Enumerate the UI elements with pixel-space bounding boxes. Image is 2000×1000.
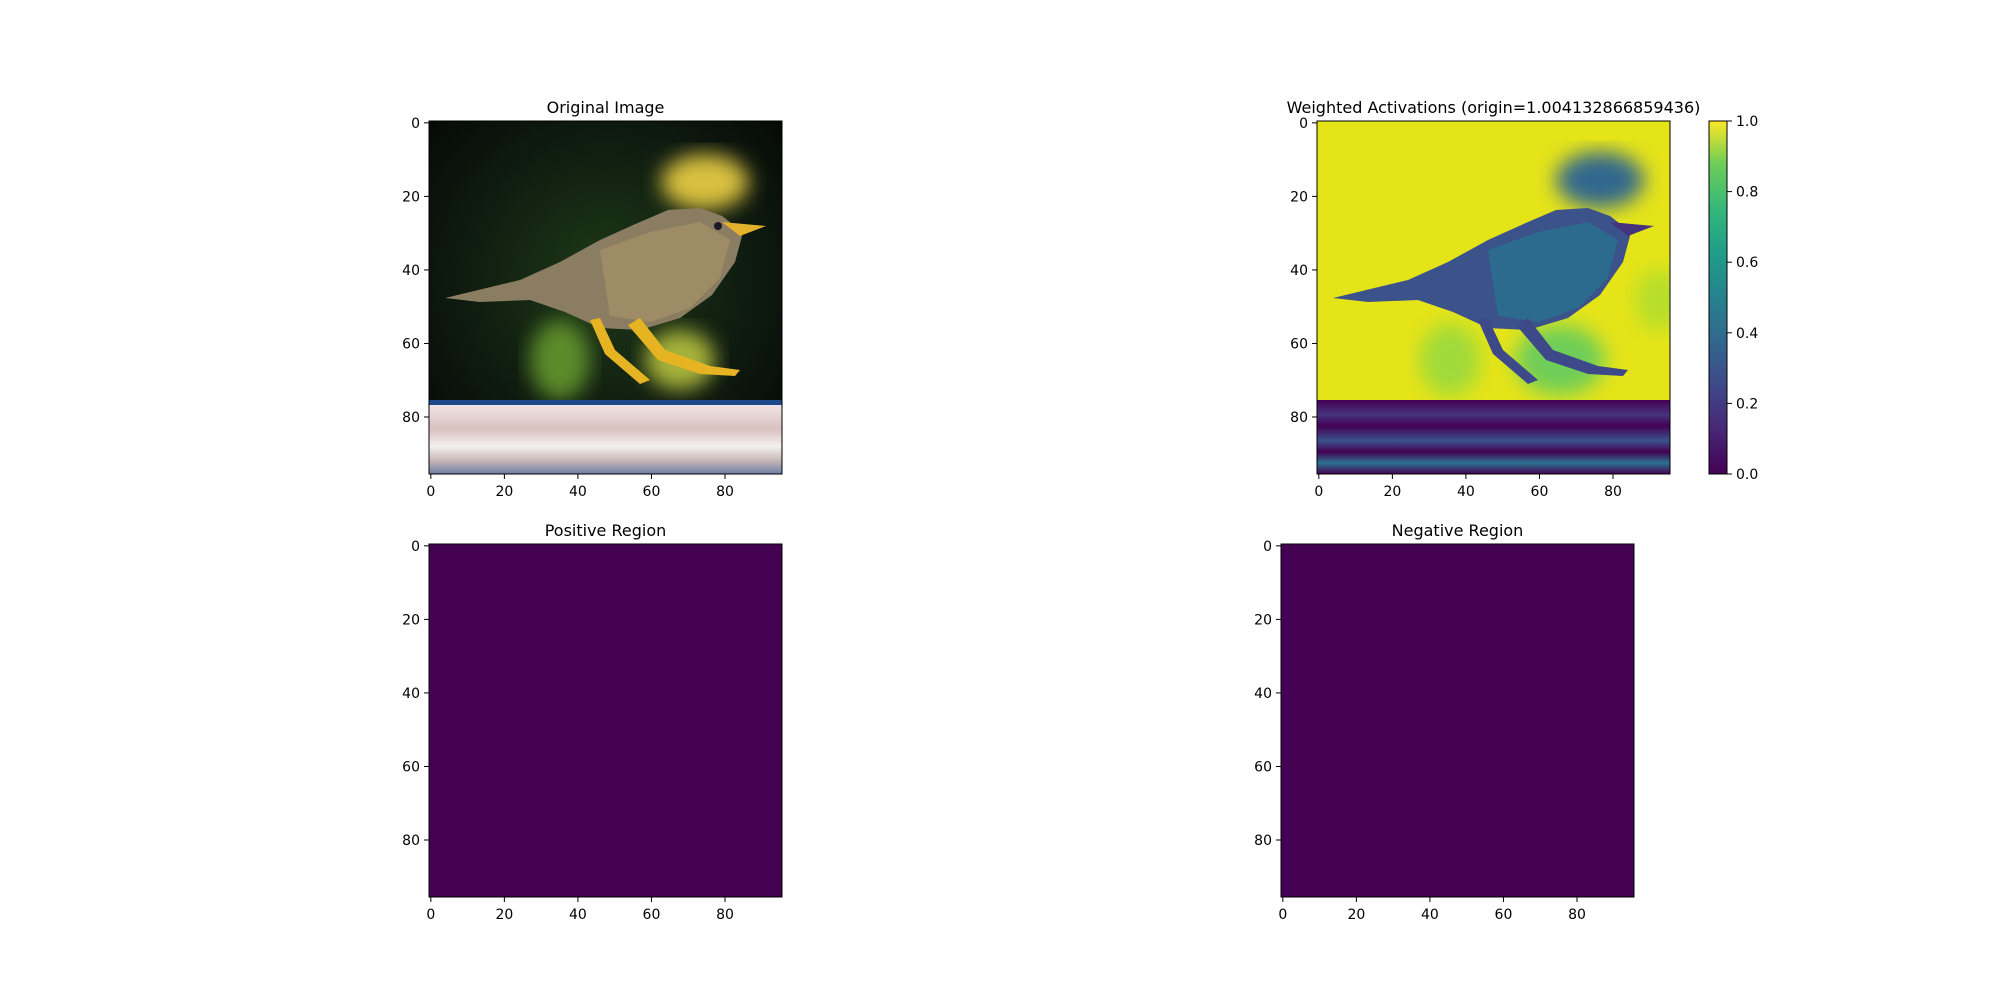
x-tick-label: 0 [426,484,435,500]
y-tick-label: 20 [402,612,420,628]
panel-title: Negative Region [1392,521,1524,540]
original-image [429,121,782,474]
x-tick-label: 60 [643,907,661,923]
x-tick-label: 40 [1421,907,1439,923]
panel-title: Positive Region [545,521,667,540]
y-tick-label: 40 [402,686,420,702]
y-axis: 0 20 40 60 80 [1290,116,1317,426]
colorbar-tick-label: 0.8 [1736,185,1758,201]
y-axis: 0 20 40 60 80 [1254,539,1281,849]
x-tick-label: 0 [1314,484,1323,500]
x-tick-label: 80 [716,907,734,923]
y-tick-label: 0 [411,116,420,132]
x-axis: 0 20 40 60 80 [1278,897,1586,923]
y-tick-label: 20 [1254,612,1272,628]
colorbar-tick-label: 0.6 [1736,255,1758,271]
x-tick-label: 40 [569,484,587,500]
low-activation-strip [1317,400,1670,474]
y-tick-label: 0 [1263,539,1272,555]
colorbar-tick-label: 0.2 [1736,396,1758,412]
x-axis: 0 20 40 60 80 [426,474,734,500]
x-tick-label: 20 [495,484,513,500]
y-tick-label: 80 [1290,410,1308,426]
x-tick-label: 80 [1604,484,1622,500]
x-tick-label: 40 [1457,484,1475,500]
y-axis: 0 20 40 60 80 [402,539,429,849]
y-tick-label: 60 [402,336,420,352]
y-tick-label: 80 [402,410,420,426]
colorbar-tick-label: 0.4 [1736,326,1758,342]
panel-positive-region: Positive Region 0 20 40 60 80 0 20 40 60 80 [402,521,783,923]
y-tick-label: 80 [1254,833,1272,849]
y-tick-label: 40 [1254,686,1272,702]
x-axis: 0 20 40 60 80 [1314,474,1622,500]
x-tick-label: 60 [1531,484,1549,500]
y-tick-label: 20 [1290,189,1308,205]
y-tick-label: 60 [1254,759,1272,775]
x-tick-label: 0 [1278,907,1287,923]
x-tick-label: 0 [426,907,435,923]
x-tick-label: 80 [1568,907,1586,923]
colorbar: 0.0 0.2 0.4 0.6 0.8 1.0 [1708,114,1758,483]
bird-activation [1333,208,1654,384]
y-tick-label: 80 [402,833,420,849]
y-tick-label: 0 [411,539,420,555]
y-tick-label: 40 [1290,263,1308,279]
y-tick-label: 40 [402,263,420,279]
panel-weighted-activations: Weighted Activations (origin=1.004132866… [1287,98,1759,500]
activation-heatmap [1317,121,1670,474]
x-tick-label: 20 [495,907,513,923]
x-tick-label: 20 [1347,907,1365,923]
y-tick-label: 60 [1290,336,1308,352]
eye [714,222,722,230]
x-tick-label: 20 [1383,484,1401,500]
colorbar-tick-label: 1.0 [1736,114,1758,130]
y-tick-label: 0 [1299,116,1308,132]
x-tick-label: 60 [1495,907,1513,923]
panel-original-image: Original Image 0 20 40 60 80 0 20 40 60 80 [402,98,783,500]
panel-title: Weighted Activations (origin=1.004132866… [1287,98,1701,117]
colorbar-tick-label: 0.0 [1736,467,1758,483]
y-tick-label: 20 [402,189,420,205]
y-axis: 0 20 40 60 80 [402,116,429,426]
ledge [429,405,782,474]
panel-title: Original Image [547,98,665,117]
beak [722,222,766,236]
panel-negative-region: Negative Region 0 20 40 60 80 0 20 40 60 80 [1254,521,1635,923]
positive-region-heatmap [428,543,783,898]
leg [590,318,650,384]
bird [445,208,766,384]
x-axis: 0 20 40 60 80 [426,897,734,923]
blurred-yellow-blob [661,154,749,210]
leg [628,318,740,376]
x-tick-label: 40 [569,907,587,923]
activation-low-blob [1556,152,1644,208]
x-tick-label: 60 [643,484,661,500]
negative-region-heatmap [1280,543,1635,898]
y-tick-label: 60 [402,759,420,775]
x-tick-label: 80 [716,484,734,500]
